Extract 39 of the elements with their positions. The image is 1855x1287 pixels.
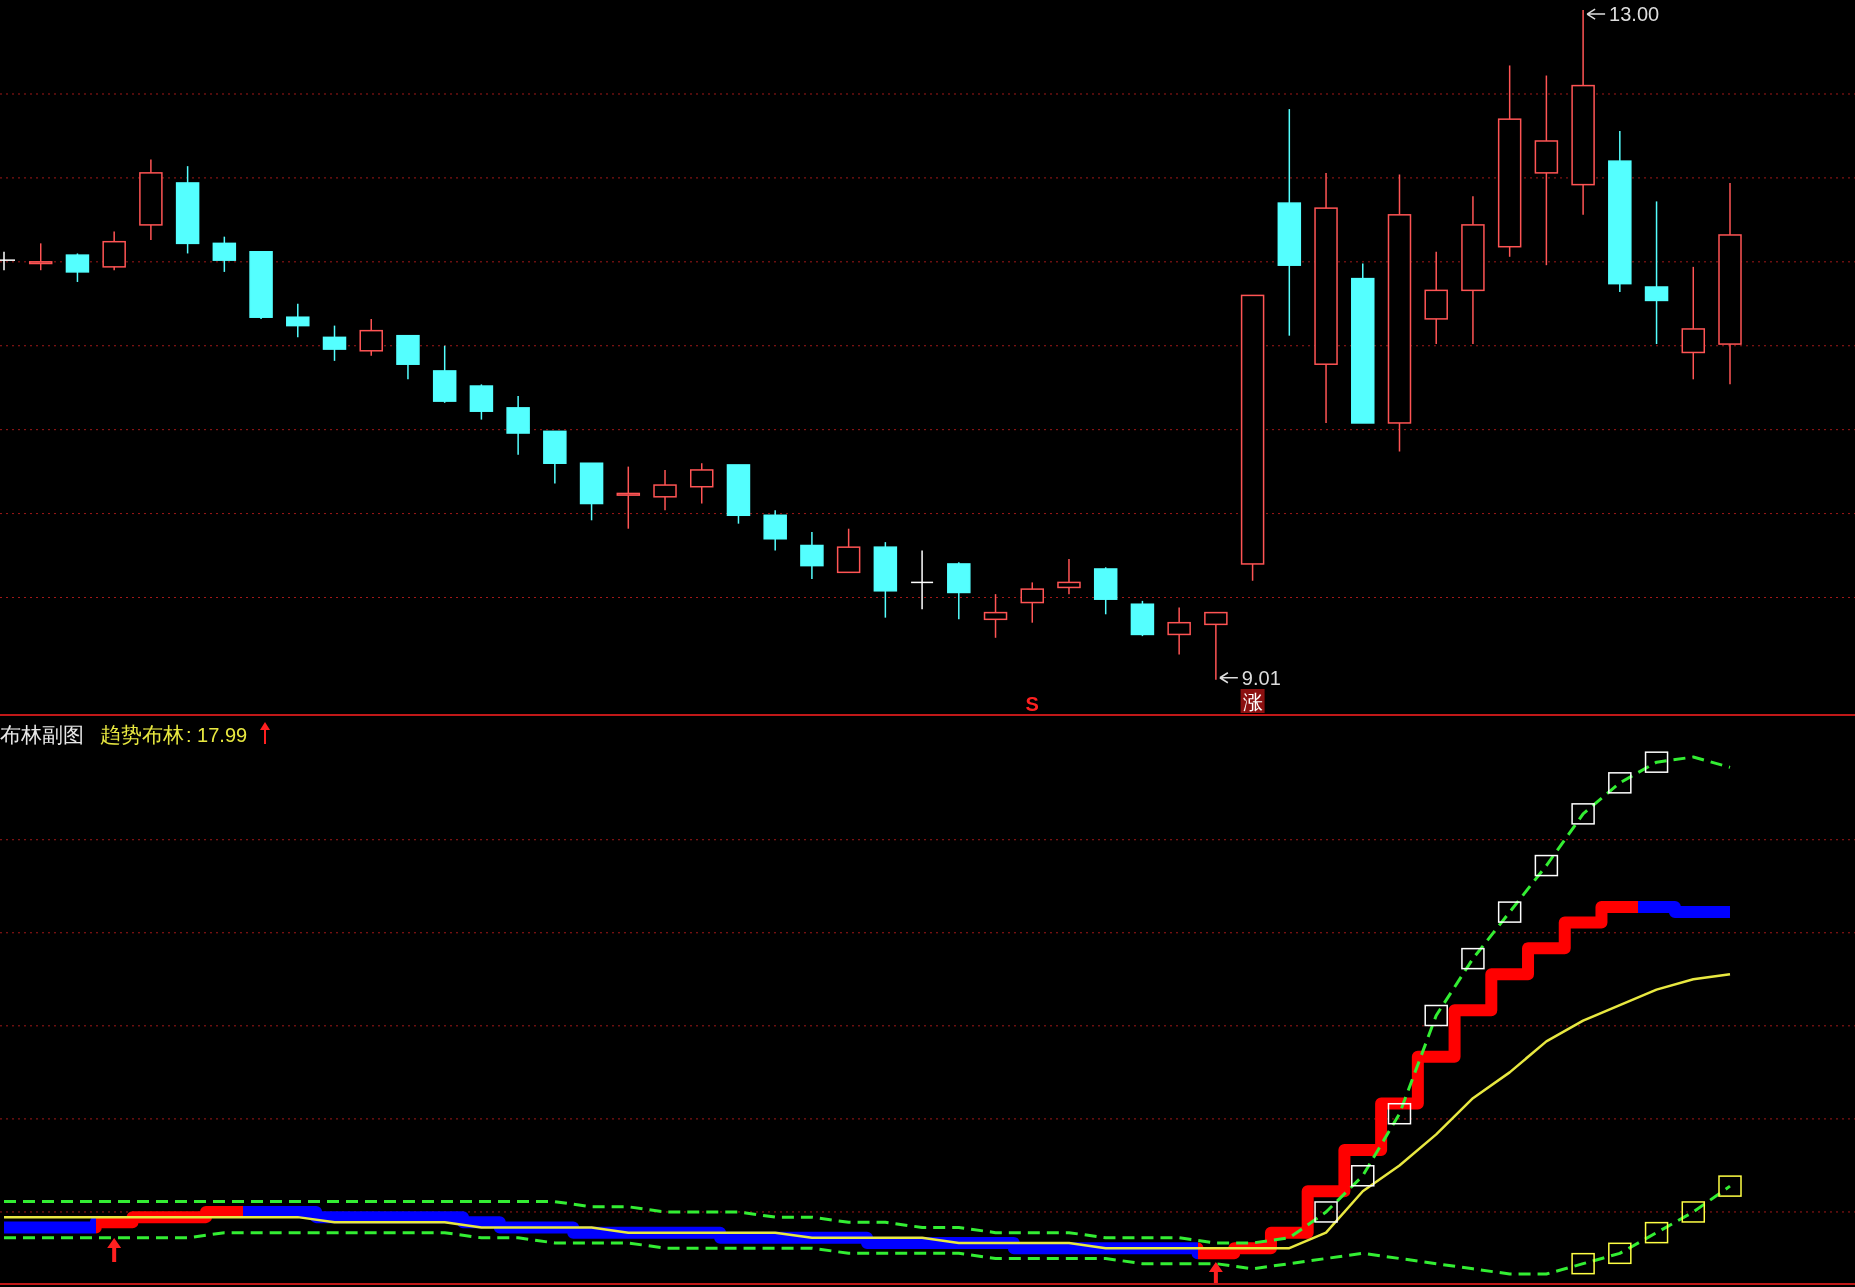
candlestick [653,469,677,511]
annotation: S [1025,693,1039,715]
candlestick [212,235,237,273]
text: 趋势布林 [100,723,184,747]
candlestick [763,509,787,552]
point [1351,1165,1375,1187]
text: : 17.99 [186,724,248,746]
candlestick [359,318,383,357]
candlestick [28,242,53,271]
candlestick [1057,558,1081,595]
point [1571,803,1595,825]
annotation: 13.00 [1609,3,1660,26]
point [1497,901,1522,923]
candlestick [322,324,347,362]
point [1387,1102,1412,1125]
candlestick [800,531,824,580]
annotation: 9.01 [1241,666,1281,689]
point [1461,947,1485,970]
point [1534,854,1559,877]
candlestick [65,252,90,283]
point [1681,1201,1706,1223]
point [1314,1201,1338,1223]
candlestick [1644,200,1669,345]
candlestick [983,593,1008,639]
candlestick [1681,266,1706,381]
point [1424,1004,1448,1027]
candlestick [910,549,934,611]
point [1644,751,1669,773]
candlestick [1020,581,1045,624]
point [1608,772,1632,794]
point [1718,1175,1742,1197]
candlestick [616,465,641,530]
candlestick [286,303,310,339]
point [1608,1242,1632,1265]
point [1571,1252,1595,1275]
point [1644,1221,1669,1244]
candlestick [690,462,714,505]
chart-title: 布林副图 [0,723,84,747]
candlestick [1167,606,1191,656]
